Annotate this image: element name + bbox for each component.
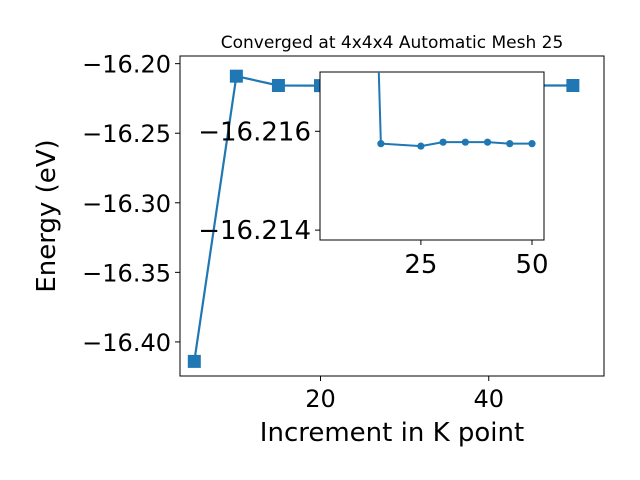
- inset-data-point: [417, 142, 425, 150]
- x-axis-label: Increment in K point: [260, 418, 524, 448]
- inset-y-tick-label: −16.216: [198, 117, 311, 147]
- inset-x-tick-label: 50: [515, 250, 548, 280]
- data-point-marker: [271, 78, 285, 92]
- inset-data-point: [377, 140, 385, 148]
- inset-data-point: [461, 138, 469, 146]
- data-point-marker: [566, 78, 580, 92]
- inset-data-point: [439, 138, 447, 146]
- x-tick-label: 40: [473, 385, 504, 413]
- inset-data-point: [483, 138, 492, 146]
- y-tick-label: −16.35: [82, 259, 171, 287]
- inset-x-tick-label: 25: [404, 250, 437, 280]
- inset-data-point: [528, 140, 536, 148]
- y-axis-label: Energy (eV): [32, 139, 62, 292]
- inset-data-point: [506, 140, 514, 148]
- y-tick-label: −16.30: [82, 190, 171, 218]
- inset-y-tick-label: −16.214: [198, 216, 311, 246]
- data-point-marker: [229, 69, 243, 83]
- y-tick-label: −16.25: [82, 120, 171, 148]
- inset-series-line: [377, 72, 532, 148]
- y-tick-label: −16.40: [82, 329, 171, 357]
- inset-plot-area: [319, 71, 545, 241]
- y-tick-label: −16.20: [82, 51, 171, 79]
- chart-title: Converged at 4x4x4 Automatic Mesh 25: [221, 33, 564, 53]
- x-tick-label: 20: [305, 385, 336, 413]
- data-point-marker: [187, 354, 201, 368]
